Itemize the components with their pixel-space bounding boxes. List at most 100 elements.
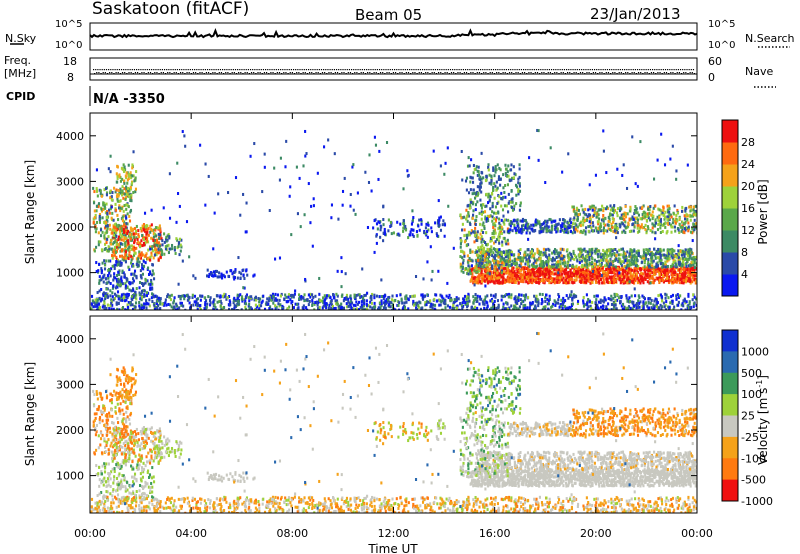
- power-cell: [477, 264, 480, 268]
- power-cell: [131, 163, 134, 167]
- power-cell: [482, 239, 485, 243]
- power-cell: [479, 254, 482, 258]
- power-cell: [648, 277, 651, 281]
- freq-point: [499, 69, 501, 71]
- power-cell: [93, 216, 96, 220]
- power-cell: [109, 281, 112, 285]
- power-cell: [681, 275, 684, 279]
- power-cell: [490, 178, 493, 182]
- power-cell: [105, 191, 109, 195]
- nave-point: [659, 72, 661, 74]
- power-cell: [502, 269, 505, 273]
- power-cell: [586, 215, 589, 219]
- power-cell: [695, 279, 697, 283]
- freq-point: [477, 69, 480, 71]
- power-cell: [505, 242, 508, 246]
- power-cell: [376, 227, 379, 231]
- power-cell: [494, 165, 497, 169]
- power-cell: [535, 261, 538, 265]
- power-cell: [666, 210, 670, 214]
- power-cell: [608, 220, 611, 224]
- nave-point: [470, 72, 472, 74]
- freq-point: [473, 69, 475, 71]
- power-cell: [537, 221, 540, 225]
- power-cell: [494, 273, 497, 277]
- power-cell: [510, 274, 513, 278]
- power-cell: [112, 250, 115, 254]
- power-cell: [500, 254, 503, 258]
- freq-tick-top: 18: [63, 55, 77, 68]
- nave-point: [534, 72, 536, 74]
- power-cell: [593, 229, 596, 233]
- power-cell: [593, 258, 596, 262]
- power-cell: [610, 277, 613, 281]
- power-cell: [114, 202, 117, 206]
- power-cell: [127, 229, 130, 233]
- power-cell: [116, 176, 119, 180]
- power-cell: [132, 247, 135, 251]
- freq-point: [544, 69, 546, 71]
- power-cell: [496, 201, 499, 205]
- freq-point: [613, 69, 615, 71]
- power-cell: [597, 222, 600, 226]
- power-cell: [642, 272, 645, 276]
- freq-point: [469, 69, 471, 71]
- freq-point: [99, 69, 101, 71]
- power-cell: [657, 218, 660, 222]
- power-cell: [134, 178, 137, 182]
- nave-point: [556, 72, 558, 74]
- power-cell: [510, 168, 513, 172]
- power-cell: [126, 186, 130, 190]
- power-cell: [472, 188, 475, 192]
- power-cell: [471, 180, 475, 184]
- power-cell: [678, 253, 681, 257]
- power-cell: [644, 223, 647, 227]
- power-cell: [612, 220, 615, 224]
- power-cell: [660, 258, 663, 262]
- nave-point: [330, 72, 332, 74]
- nave-point: [156, 72, 158, 74]
- power-cell: [507, 164, 510, 168]
- power-cell: [662, 271, 666, 275]
- power-cell: [551, 270, 554, 274]
- freq-point: [641, 69, 643, 71]
- power-cell: [597, 213, 600, 217]
- power-cell: [104, 206, 107, 210]
- power-cell: [439, 215, 442, 219]
- power-cell: [533, 274, 536, 278]
- power-cell: [687, 251, 690, 255]
- power-cell: [120, 227, 123, 231]
- power-cell: [601, 257, 604, 261]
- power-cell: [511, 279, 514, 283]
- power-cell: [517, 181, 520, 185]
- power-cell: [480, 245, 483, 249]
- freq-point: [600, 69, 602, 71]
- power-cell: [486, 258, 489, 262]
- power-cell: [521, 276, 524, 280]
- power-cell: [549, 276, 552, 280]
- power-cell: [102, 291, 106, 295]
- freq-point: [398, 69, 400, 71]
- power-cell: [116, 260, 119, 264]
- power-cell: [498, 241, 501, 245]
- power-cell: [135, 170, 138, 174]
- power-cell: [658, 252, 662, 256]
- power-cell: [123, 256, 126, 260]
- power-cell: [130, 238, 134, 242]
- power-cell: [133, 247, 137, 251]
- power-cell: [617, 253, 620, 257]
- power-cell: [628, 270, 631, 274]
- power-cell: [603, 270, 606, 274]
- power-cell: [693, 269, 696, 273]
- power-cell: [659, 250, 662, 254]
- freq-point: [512, 69, 514, 71]
- power-cell: [402, 219, 405, 223]
- power-cell: [631, 215, 634, 219]
- freq-point: [514, 69, 516, 71]
- power-cell: [502, 214, 505, 218]
- power-cell: [631, 280, 634, 284]
- power-cell: [665, 231, 668, 235]
- power-cell: [679, 225, 682, 229]
- freq-point: [630, 69, 632, 71]
- power-cell: [659, 279, 662, 283]
